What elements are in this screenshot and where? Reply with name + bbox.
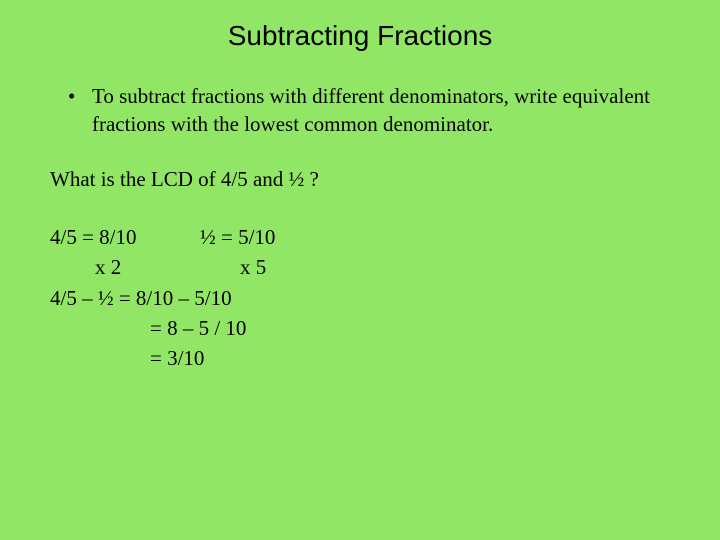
work-steps: 4/5 = 8/10 ½ = 5/10 x 2 x 5 4/5 – ½ = 8/… [50, 222, 680, 374]
subtraction-step: 4/5 – ½ = 8/10 – 5/10 [50, 283, 680, 313]
equiv-right: ½ = 5/10 [200, 222, 275, 252]
equiv-left: 4/5 = 8/10 [50, 222, 200, 252]
multipliers-row: x 2 x 5 [50, 252, 680, 282]
lcd-question: What is the LCD of 4/5 and ½ ? [50, 167, 680, 192]
bullet-point: To subtract fractions with different den… [92, 82, 680, 139]
multiplier-left: x 2 [95, 252, 121, 282]
slide-title: Subtracting Fractions [40, 20, 680, 52]
numerator-step: = 8 – 5 / 10 [150, 313, 680, 343]
answer-step: = 3/10 [150, 343, 680, 373]
slide: Subtracting Fractions To subtract fracti… [0, 0, 720, 540]
multiplier-right: x 5 [240, 252, 266, 282]
equiv-fractions-row: 4/5 = 8/10 ½ = 5/10 [50, 222, 680, 252]
